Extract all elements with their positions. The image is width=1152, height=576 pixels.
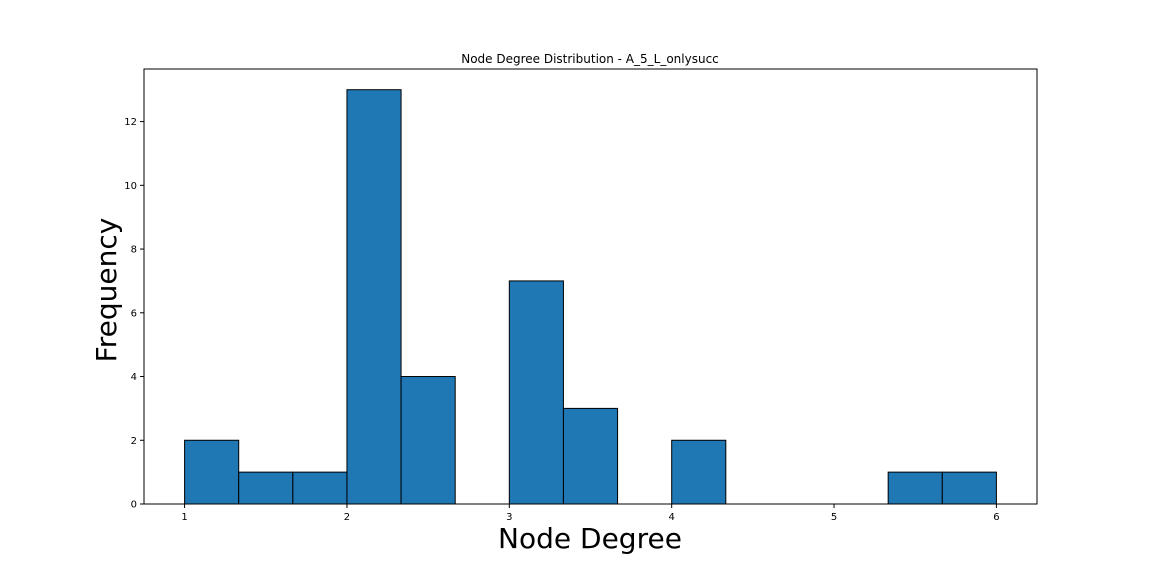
y-axis-label: Frequency bbox=[90, 218, 123, 363]
x-axis-ticks: 1 2 3 4 5 6 bbox=[181, 504, 1000, 523]
y-axis-ticks: 0 2 4 6 8 10 12 bbox=[124, 117, 144, 511]
bars-group bbox=[184, 89, 997, 505]
y-tick-label: 10 bbox=[124, 181, 137, 192]
chart-title: Node Degree Distribution - A_5_L_onlysuc… bbox=[461, 52, 719, 66]
histogram-bar bbox=[292, 471, 348, 505]
histogram-bar bbox=[671, 439, 727, 505]
histogram-bar bbox=[184, 439, 240, 505]
x-tick-label: 4 bbox=[668, 512, 674, 523]
x-tick-label: 1 bbox=[181, 512, 187, 523]
histogram-bar bbox=[400, 376, 456, 505]
histogram-bar bbox=[562, 407, 619, 505]
plot-frame bbox=[143, 68, 1038, 505]
histogram-bar bbox=[238, 471, 294, 505]
histogram-bar bbox=[887, 471, 943, 505]
x-tick-label: 5 bbox=[831, 512, 837, 523]
x-axis-label: Node Degree bbox=[498, 522, 682, 555]
y-tick-label: 6 bbox=[131, 308, 137, 319]
y-tick-label: 0 bbox=[131, 500, 137, 511]
y-tick-label: 8 bbox=[131, 245, 137, 256]
histogram-bar bbox=[508, 280, 564, 505]
y-tick-label: 4 bbox=[131, 372, 137, 383]
y-tick-label: 2 bbox=[131, 436, 137, 447]
x-tick-label: 6 bbox=[993, 512, 999, 523]
histogram-bar bbox=[346, 89, 402, 505]
histogram-bar bbox=[941, 471, 997, 505]
y-tick-label: 12 bbox=[124, 117, 137, 128]
x-tick-label: 3 bbox=[506, 512, 512, 523]
x-tick-label: 2 bbox=[344, 512, 350, 523]
